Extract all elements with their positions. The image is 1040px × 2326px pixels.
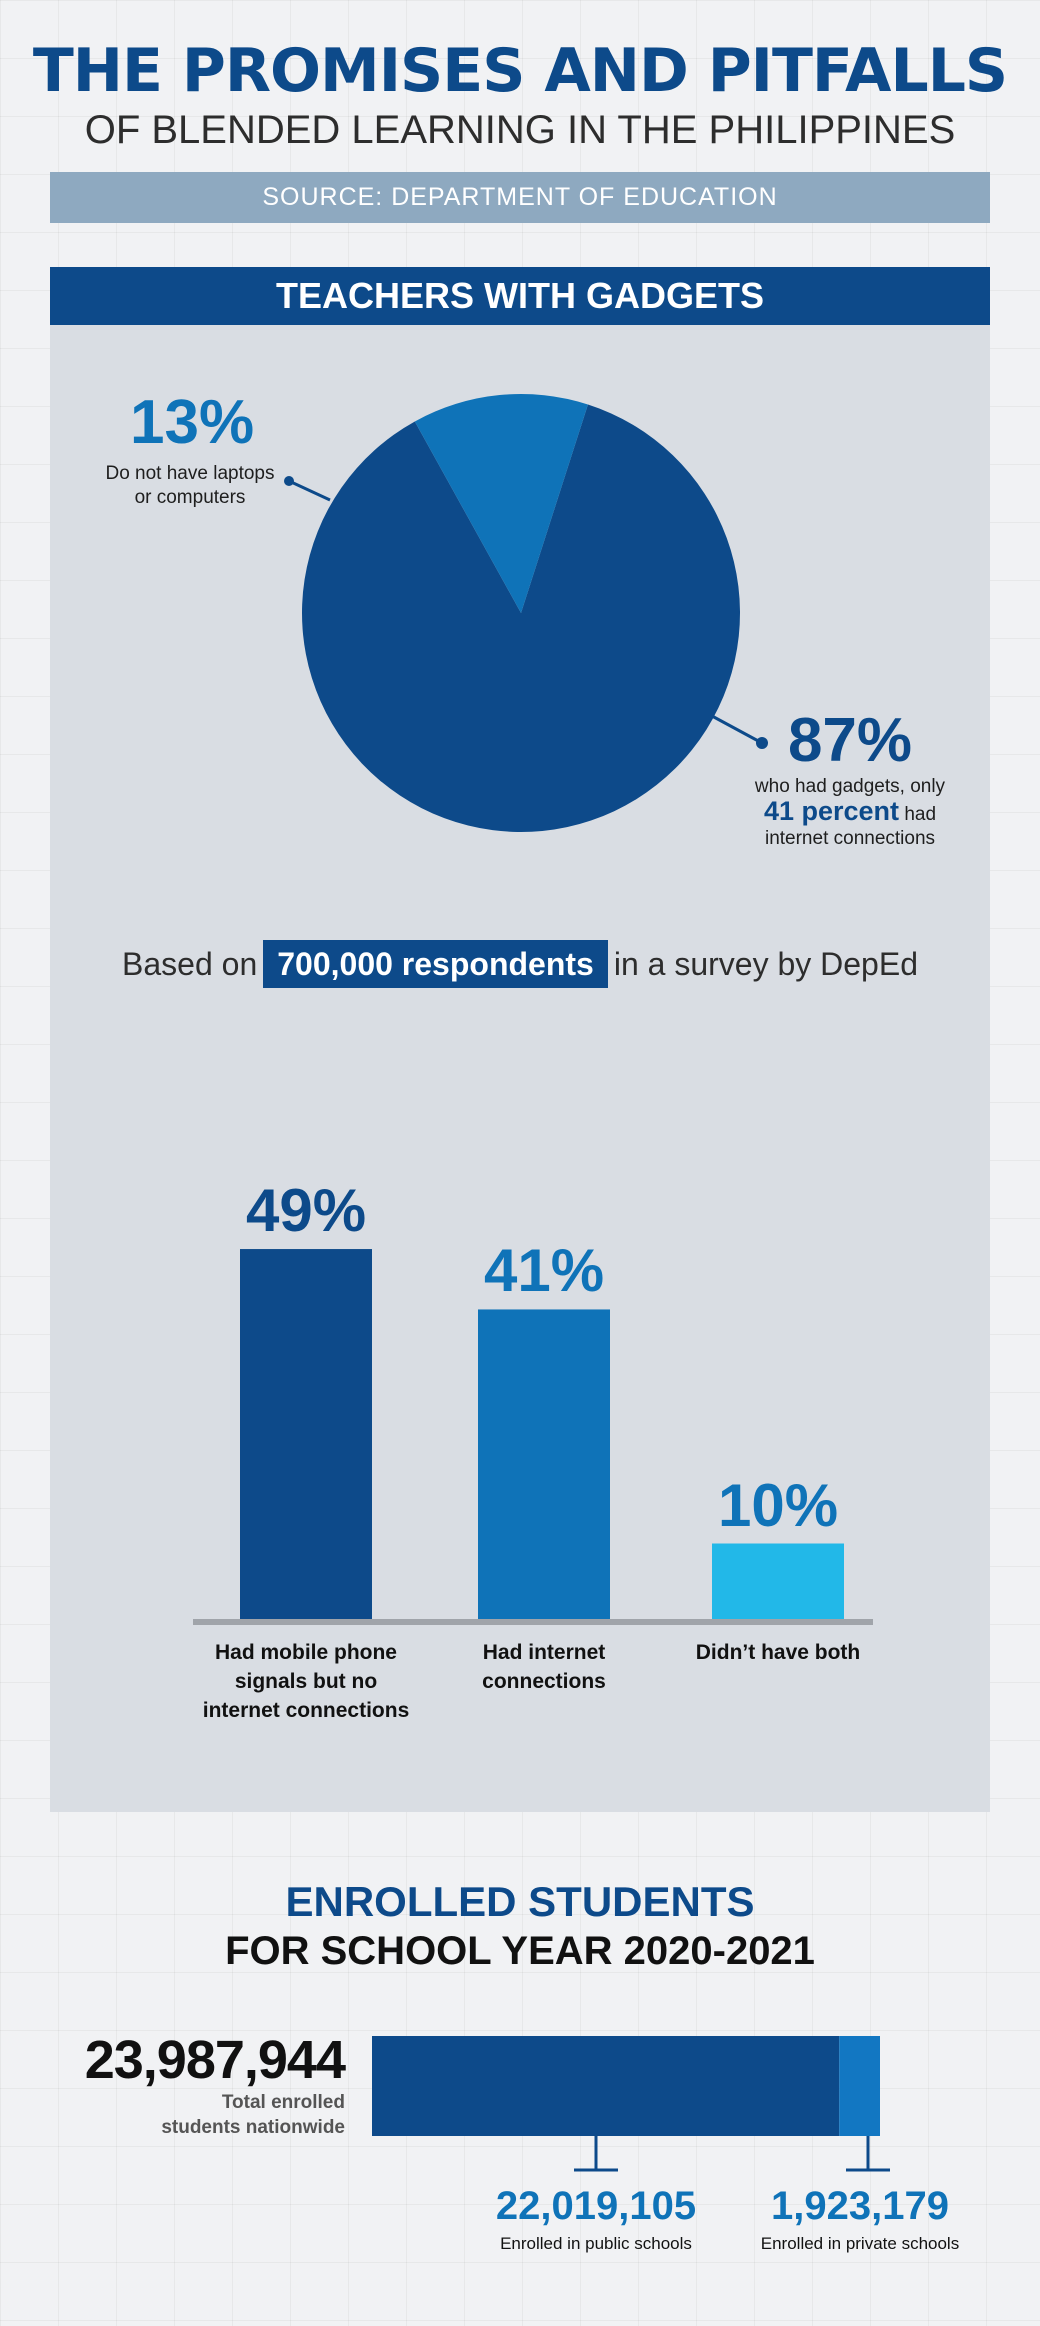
label-no-laptops: Do not have laptops or computers — [105, 463, 275, 508]
private-schools-label: Enrolled in private schools — [760, 2234, 960, 2253]
main-title: THE PROMISES AND PITFALLS — [32, 36, 1008, 106]
callout-line-gadgets — [711, 714, 763, 745]
callout-line-no-laptops — [288, 479, 331, 502]
bar-value-neither: 10% — [717, 1471, 839, 1539]
pct-have-gadgets: 87% — [787, 706, 913, 775]
enrolled-subheading: FOR SCHOOL YEAR 2020-2021 — [225, 1929, 815, 1973]
respondents-highlight: 700,000 respondents — [263, 940, 608, 988]
callout-dot-gadgets — [756, 737, 768, 749]
public-schools-label: Enrolled in public schools — [500, 2234, 692, 2253]
gadgets-heading: TEACHERS WITH GADGETS — [50, 267, 990, 325]
callout-dot-no-laptops — [284, 476, 294, 486]
bar-value-internet: 41% — [483, 1237, 605, 1305]
bar-value-mobile-signal: 49% — [245, 1177, 367, 1245]
segment-private-schools — [839, 2036, 880, 2136]
total-enrolled-label: Total enrolled students nationwide — [161, 2092, 345, 2138]
total-enrolled-value: 23,987,944 — [84, 2030, 346, 2090]
bar-mobile-signal — [240, 1249, 372, 1619]
bar-internet — [478, 1309, 610, 1619]
pct-no-laptops: 13% — [130, 388, 255, 457]
pie-slice-no-laptops — [414, 394, 588, 613]
bar-chart — [193, 1249, 873, 1625]
bar-label-neither: Didn’t have both — [695, 1641, 861, 1664]
source-banner: SOURCE: DEPARTMENT OF EDUCATION — [50, 172, 990, 223]
private-schools-value: 1,923,179 — [771, 2184, 949, 2228]
bar-label-internet: Had internet connections — [482, 1641, 606, 1693]
label-have-gadgets: who had gadgets, only 41 percent had int… — [754, 776, 946, 849]
pie-slice-have-gadgets — [301, 404, 740, 833]
bar-neither — [712, 1543, 844, 1619]
respondents-line: Based on 700,000 respondents in a survey b… — [0, 940, 1040, 988]
segment-public-schools — [372, 2036, 840, 2136]
main-subtitle: OF BLENDED LEARNING IN THE PHILIPPINES — [84, 108, 956, 152]
public-schools-value: 22,019,105 — [495, 2184, 697, 2228]
enrolled-heading: ENROLLED STUDENTS — [285, 1878, 755, 1925]
bar-label-mobile-signal: Had mobile phone signals but no internet… — [202, 1641, 410, 1722]
pie-chart — [284, 394, 768, 833]
bar-baseline — [193, 1619, 873, 1625]
